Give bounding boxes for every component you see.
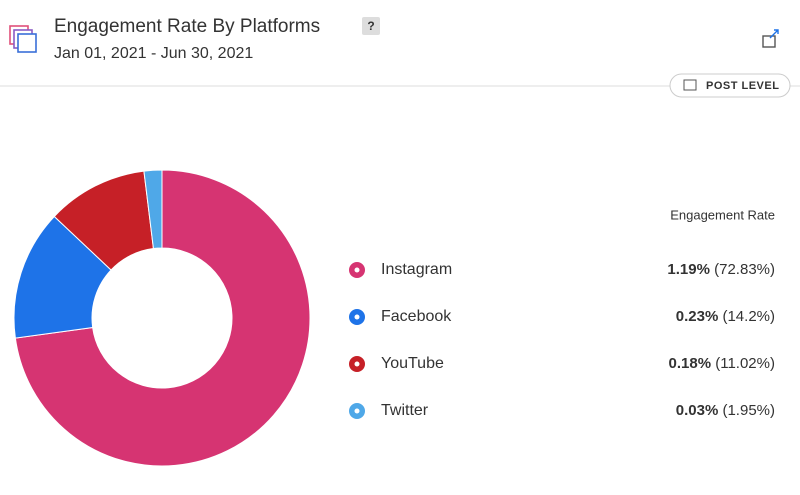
button-icon: [683, 79, 697, 91]
legend-marker-dot: [354, 408, 360, 414]
engagement-rate: 1.19%: [667, 261, 710, 278]
help-text: ?: [367, 19, 374, 33]
legend-value: 0.18% (11.02%): [669, 355, 775, 372]
chart-title: Engagement Rate By Platforms: [54, 16, 320, 37]
button-label: POST LEVEL: [706, 80, 779, 92]
widget-icon: [9, 25, 37, 53]
legend-title: Engagement Rate: [670, 207, 775, 222]
legend-label: Twitter: [381, 402, 429, 419]
donut-slice: [143, 169, 163, 250]
share-label: (14.2%): [722, 308, 775, 325]
legend-label: Facebook: [381, 308, 452, 325]
donut-slice: [13, 215, 112, 339]
engagement-rate: 0.18%: [669, 355, 712, 372]
export-icon[interactable]: [762, 29, 779, 48]
legend-value: 0.23% (14.2%): [676, 308, 775, 325]
post-level-button[interactable]: [669, 73, 791, 98]
legend-marker-dot: [354, 314, 360, 320]
legend-value: 0.03% (1.95%): [676, 402, 775, 419]
legend-marker-dot: [354, 361, 360, 367]
share-label: (11.02%): [715, 355, 775, 372]
engagement-rate: 0.03%: [676, 402, 719, 419]
legend-marker-dot: [354, 267, 360, 273]
help-icon[interactable]: [362, 17, 380, 35]
share-label: (72.83%): [714, 261, 775, 278]
chart-subtitle: Jan 01, 2021 - Jun 30, 2021: [54, 45, 253, 62]
legend-label: YouTube: [381, 355, 444, 372]
engagement-rate: 0.23%: [676, 308, 719, 325]
share-label: (1.95%): [722, 402, 775, 419]
legend-label: Instagram: [381, 261, 452, 278]
legend-value: 1.19% (72.83%): [667, 261, 775, 278]
donut-slice: [14, 169, 311, 467]
